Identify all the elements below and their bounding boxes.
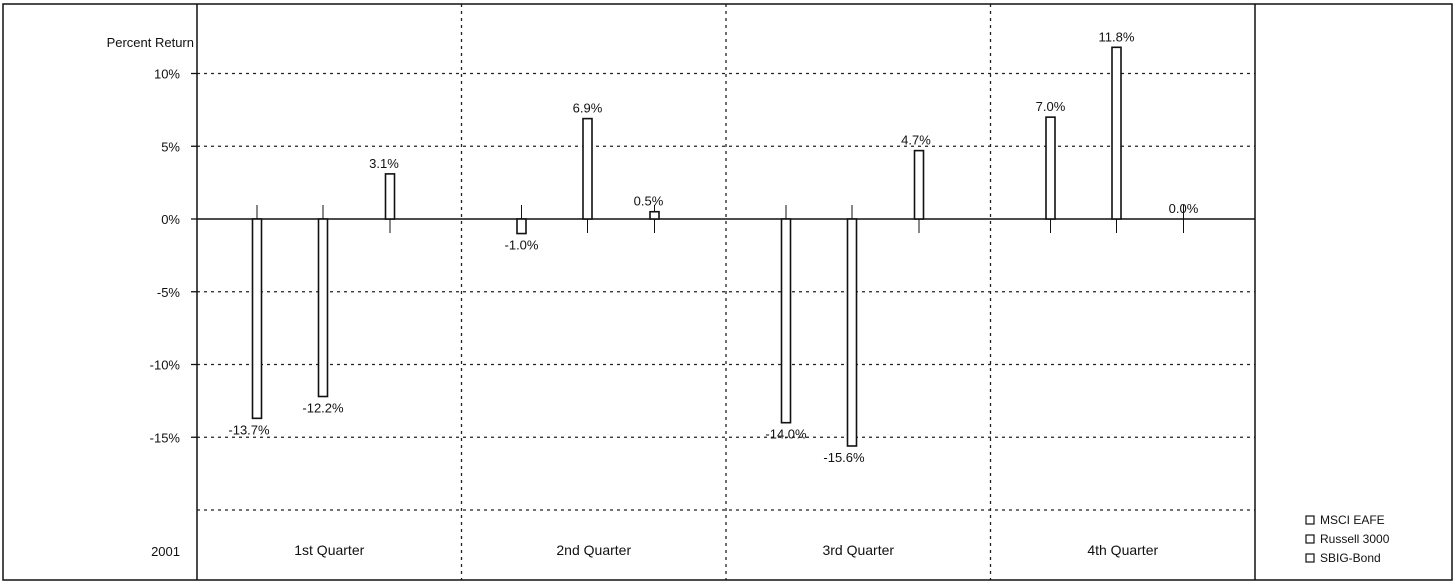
legend: MSCI EAFE Russell 3000 SBIG-Bond [1305,513,1390,565]
y-tick-label: -15% [150,430,181,445]
data-label: 4.7% [901,133,931,148]
category-label: 2nd Quarter [556,542,631,558]
bar [780,218,792,424]
bar [384,173,396,220]
bar [1111,46,1122,220]
data-label: -15.6% [823,450,865,465]
gridlines [191,4,1255,580]
legend-label: Russell 3000 [1320,532,1390,546]
legend-swatch [1305,553,1315,563]
data-label: 0.5% [634,194,664,209]
y-tick-label: -5% [157,285,181,300]
category-label: 3rd Quarter [822,542,894,558]
data-label: 11.8% [1099,29,1135,44]
bar [649,210,660,220]
legend-label: MSCI EAFE [1320,513,1385,527]
data-label: 0.0% [1169,201,1199,216]
y-axis-label: Percent Return [107,35,194,50]
year-label: 2001 [151,544,180,559]
data-label: 7.0% [1036,99,1066,114]
data-label: -1.0% [505,238,539,253]
category-label: 1st Quarter [294,542,364,558]
data-label: -14.0% [765,427,807,442]
data-label: -12.2% [302,401,344,416]
y-tick-label: 5% [161,139,180,154]
legend-label: SBIG-Bond [1320,551,1381,565]
bar [317,218,329,398]
data-label: 6.9% [573,101,603,116]
bar [846,218,858,447]
data-label: 3.1% [369,156,399,171]
bar [1045,116,1056,220]
bars [251,46,1184,447]
chart-frame [2,3,1453,581]
outer-frame [2,3,1453,581]
y-tick-label: -10% [150,358,181,373]
legend-swatch [1305,515,1315,525]
y-axis-ticks: 10% 5% 0% -5% -10% -15% [150,67,181,446]
bar [582,117,593,220]
bar [913,149,925,220]
category-labels: 1st Quarter 2nd Quarter 3rd Quarter 4th Qua… [294,542,1158,558]
y-tick-label: 10% [154,67,180,82]
data-labels: -13.7% -1.0% -14.0% 7.0% -12.2% 6.9% -15.6% 11.… [228,29,1198,465]
y-tick-label: 0% [161,212,180,227]
legend-swatch [1305,534,1315,544]
bar [516,218,527,235]
bar [251,218,263,420]
data-label: -13.7% [228,422,270,437]
category-label: 4th Quarter [1087,542,1158,558]
